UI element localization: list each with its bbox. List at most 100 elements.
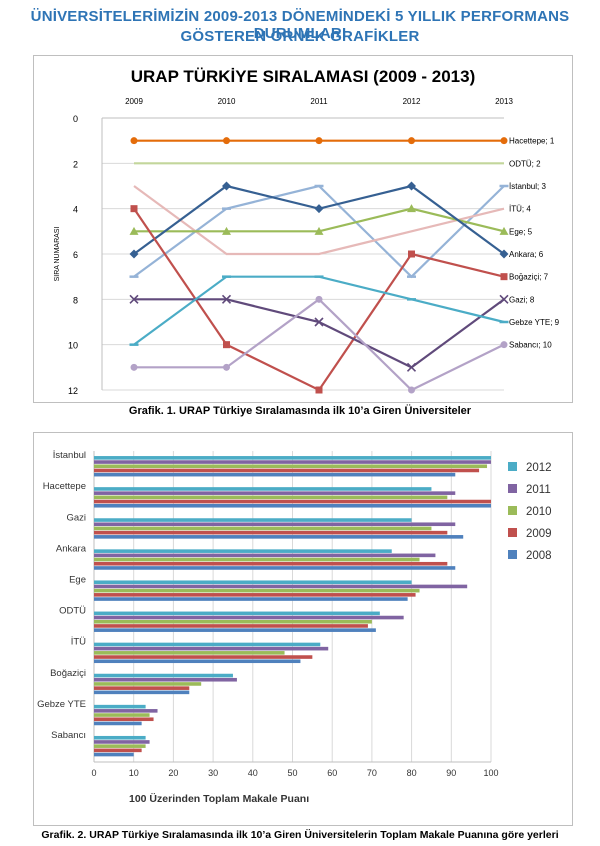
chart2-caption: Grafik. 2. URAP Türkiye Sıralamasında il… bbox=[41, 829, 559, 841]
chart1-end-label: İTÜ; 4 bbox=[509, 205, 531, 214]
chart2-bar bbox=[94, 597, 408, 601]
chart2-bar bbox=[94, 566, 456, 570]
chart1-x-tick-label: 2012 bbox=[403, 97, 421, 106]
chart2-bar bbox=[94, 619, 372, 624]
chart2-legend-swatch bbox=[508, 462, 517, 471]
chart1-point bbox=[314, 317, 324, 327]
chart2-category-label: Gebze YTE bbox=[37, 699, 86, 710]
chart2-bar bbox=[94, 611, 380, 616]
chart1-point bbox=[223, 137, 230, 145]
chart1-point bbox=[408, 250, 415, 258]
chart1-point bbox=[499, 226, 509, 235]
chart2-bar bbox=[94, 704, 146, 709]
chart2-bar bbox=[94, 686, 190, 690]
chart2-bar bbox=[94, 735, 146, 740]
chart2-bar bbox=[94, 717, 154, 722]
chart1-point bbox=[129, 294, 139, 304]
chart2-x-tick-label: 50 bbox=[287, 768, 297, 778]
chart2-bar bbox=[94, 584, 468, 589]
chart2-bar bbox=[94, 744, 146, 748]
ranking-line-chart-svg: URAP TÜRKİYE SIRALAMASI (2009 - 2013) 0 2 4… bbox=[54, 67, 560, 396]
chart2-bar bbox=[94, 464, 488, 469]
chart1-x-tick-label: 2013 bbox=[495, 97, 513, 106]
page-title-line1: ÜNİVERSİTELERİMİZİN 2009-2013 DÖNEMİNDEK… bbox=[30, 8, 570, 42]
chart2-category-label: Gazi bbox=[66, 512, 86, 523]
chart2-legend-label: 2009 bbox=[526, 528, 552, 540]
chart2-bar bbox=[94, 659, 301, 664]
chart2-bar bbox=[94, 752, 134, 757]
chart1-point bbox=[315, 386, 323, 394]
chart2-x-tick-label: 70 bbox=[367, 768, 377, 778]
chart1-end-label: Boğaziçi; 7 bbox=[509, 273, 549, 282]
chart2-bar bbox=[94, 646, 329, 651]
chart2-x-tick-label: 90 bbox=[446, 768, 456, 778]
chart2-bar bbox=[94, 690, 190, 695]
chart1-point bbox=[406, 362, 417, 372]
chart2-bar bbox=[94, 740, 150, 744]
chart1-point bbox=[500, 137, 508, 145]
chart2-bar bbox=[94, 518, 412, 522]
chart1-end-label: Sabancı; 10 bbox=[509, 341, 552, 350]
chart1-end-label: Hacettepe; 1 bbox=[509, 137, 555, 146]
chart2-category-label: Sabancı bbox=[51, 730, 86, 741]
chart2-category-label: İTÜ bbox=[71, 637, 86, 648]
chart1-end-label: Ege; 5 bbox=[509, 227, 533, 236]
chart1-y-axis-label: SIRA NUMARASI bbox=[54, 227, 61, 282]
chart2-category-label: Ege bbox=[69, 574, 86, 585]
chart2-bar bbox=[94, 530, 448, 535]
chart2-bar bbox=[94, 495, 448, 500]
chart2-x-tick-label: 10 bbox=[129, 768, 139, 778]
chart2-category-label: Hacettepe bbox=[43, 481, 86, 492]
chart2-x-tick-label: 30 bbox=[208, 768, 218, 778]
chart2-bar bbox=[94, 655, 313, 659]
chart2-bar bbox=[94, 522, 456, 527]
chart1-end-label: ODTÜ; 2 bbox=[509, 159, 541, 168]
chart2-bar bbox=[94, 677, 237, 682]
chart2-x-tick-label: 0 bbox=[91, 768, 96, 778]
article-score-bar-chart: 0 10 20 30 40 50 60 70 80 90 100 İstanbul Hacettepe G… bbox=[33, 432, 573, 826]
chart1-series-line-8 bbox=[133, 275, 505, 346]
chart2-bar bbox=[94, 628, 376, 632]
chart2-bar bbox=[94, 588, 420, 593]
chart2-bar bbox=[94, 721, 142, 726]
chart1-point bbox=[314, 226, 324, 235]
chart1-end-label: Gebze YTE; 9 bbox=[509, 318, 560, 327]
chart2-bar bbox=[94, 503, 491, 508]
chart1-point bbox=[314, 204, 324, 214]
chart2-bar bbox=[94, 526, 432, 531]
chart2-bar bbox=[94, 549, 392, 553]
chart1-point bbox=[130, 363, 138, 371]
chart2-bar bbox=[94, 651, 285, 655]
chart2-x-axis-label: 100 Üzerinden Toplam Makale Puanı bbox=[129, 792, 309, 805]
chart2-bar bbox=[94, 615, 404, 620]
chart2-bar bbox=[94, 580, 412, 585]
chart2-bar bbox=[94, 499, 491, 504]
chart1-point bbox=[129, 249, 139, 259]
chart2-bar bbox=[94, 624, 368, 628]
chart2-x-tick-label: 40 bbox=[248, 768, 258, 778]
chart2-category-label: Boğaziçi bbox=[50, 668, 86, 679]
chart1-point bbox=[408, 137, 415, 145]
chart1-y-tick-label: 8 bbox=[73, 295, 78, 305]
chart2-x-tick-label: 80 bbox=[407, 768, 417, 778]
chart1-point bbox=[129, 226, 139, 235]
chart2-legend-label: 2008 bbox=[526, 550, 552, 562]
chart2-category-label: İstanbul bbox=[53, 450, 86, 461]
chart1-point bbox=[408, 386, 415, 394]
chart1-point bbox=[315, 295, 323, 303]
chart2-bar bbox=[94, 673, 233, 678]
chart1-x-tick-label: 2009 bbox=[125, 97, 143, 106]
ranking-line-chart: URAP TÜRKİYE SIRALAMASI (2009 - 2013) 0 2 4… bbox=[33, 55, 573, 403]
chart1-end-label: Gazi; 8 bbox=[509, 295, 535, 304]
chart1-y-tick-label: 6 bbox=[73, 250, 78, 260]
chart2-category-label: ODTÜ bbox=[59, 606, 86, 617]
chart1-point bbox=[407, 181, 416, 191]
chart2-bar bbox=[94, 553, 436, 558]
chart1-title: URAP TÜRKİYE SIRALAMASI (2009 - 2013) bbox=[131, 67, 476, 86]
chart2-legend-label: 2010 bbox=[526, 506, 552, 518]
article-score-bar-chart-svg: 0 10 20 30 40 50 60 70 80 90 100 İstanbul Hacettepe G… bbox=[37, 450, 552, 805]
chart2-bar bbox=[94, 535, 464, 539]
chart2-category-label: Ankara bbox=[56, 543, 87, 554]
chart1-point bbox=[221, 294, 232, 304]
chart2-bar bbox=[94, 561, 448, 566]
